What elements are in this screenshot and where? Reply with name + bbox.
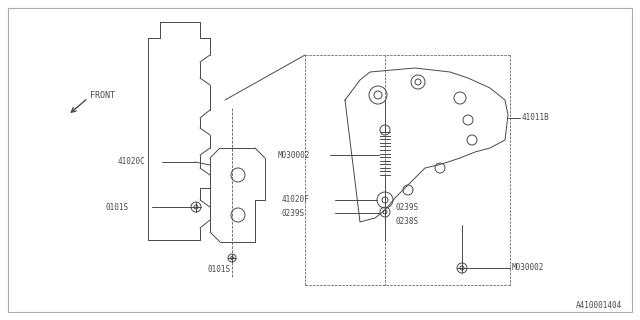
Text: 0101S: 0101S [208,266,231,275]
Text: 0238S: 0238S [395,218,418,227]
Text: FRONT: FRONT [90,91,115,100]
Text: 0239S: 0239S [282,209,305,218]
Text: 0239S: 0239S [395,204,418,212]
Text: M030002: M030002 [512,263,545,273]
Text: 0101S: 0101S [105,203,128,212]
Text: 41020C: 41020C [118,157,146,166]
Text: M030002: M030002 [278,150,310,159]
Text: A410001404: A410001404 [576,301,622,310]
Text: 41020F: 41020F [282,196,310,204]
Text: 41011B: 41011B [522,114,550,123]
